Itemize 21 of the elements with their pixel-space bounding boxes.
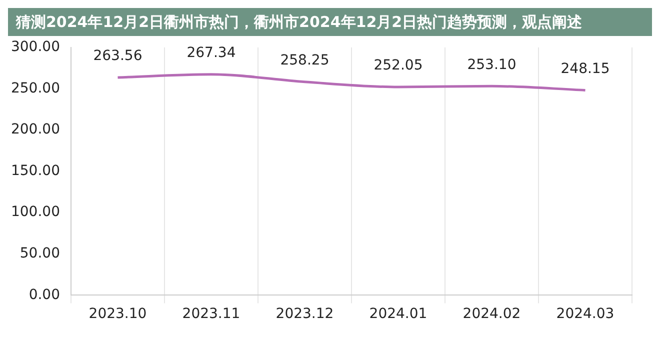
data-label: 252.05 bbox=[374, 58, 423, 74]
data-label: 258.25 bbox=[280, 52, 330, 69]
x-tick-label: 2023.10 bbox=[88, 306, 147, 322]
y-tick-label: 250.00 bbox=[10, 80, 60, 96]
data-label: 253.10 bbox=[467, 56, 516, 73]
y-tick-label: 200.00 bbox=[10, 122, 60, 138]
data-label: 248.15 bbox=[560, 60, 610, 77]
data-label: 267.34 bbox=[186, 45, 236, 62]
y-tick-label: 150.00 bbox=[10, 162, 60, 179]
chart-title: 猜测2024年12月2日衢州市热门，衢州市2024年12月2日热门趋势预测，观点阐述 bbox=[8, 8, 652, 36]
y-tick-label: 100.00 bbox=[10, 204, 60, 220]
y-tick-label: 300.00 bbox=[10, 39, 60, 56]
x-tick-label: 2023.12 bbox=[276, 306, 334, 322]
line-series bbox=[116, 73, 586, 92]
y-tick-label: 50.00 bbox=[20, 246, 60, 262]
x-tick-label: 2024.02 bbox=[462, 306, 521, 322]
x-tick-label: 2024.03 bbox=[556, 306, 614, 322]
y-tick-label: 0.00 bbox=[28, 286, 60, 303]
x-tick-label: 2024.01 bbox=[369, 306, 428, 322]
x-tick-label: 2023.11 bbox=[182, 306, 240, 322]
data-label: 263.56 bbox=[93, 48, 142, 64]
